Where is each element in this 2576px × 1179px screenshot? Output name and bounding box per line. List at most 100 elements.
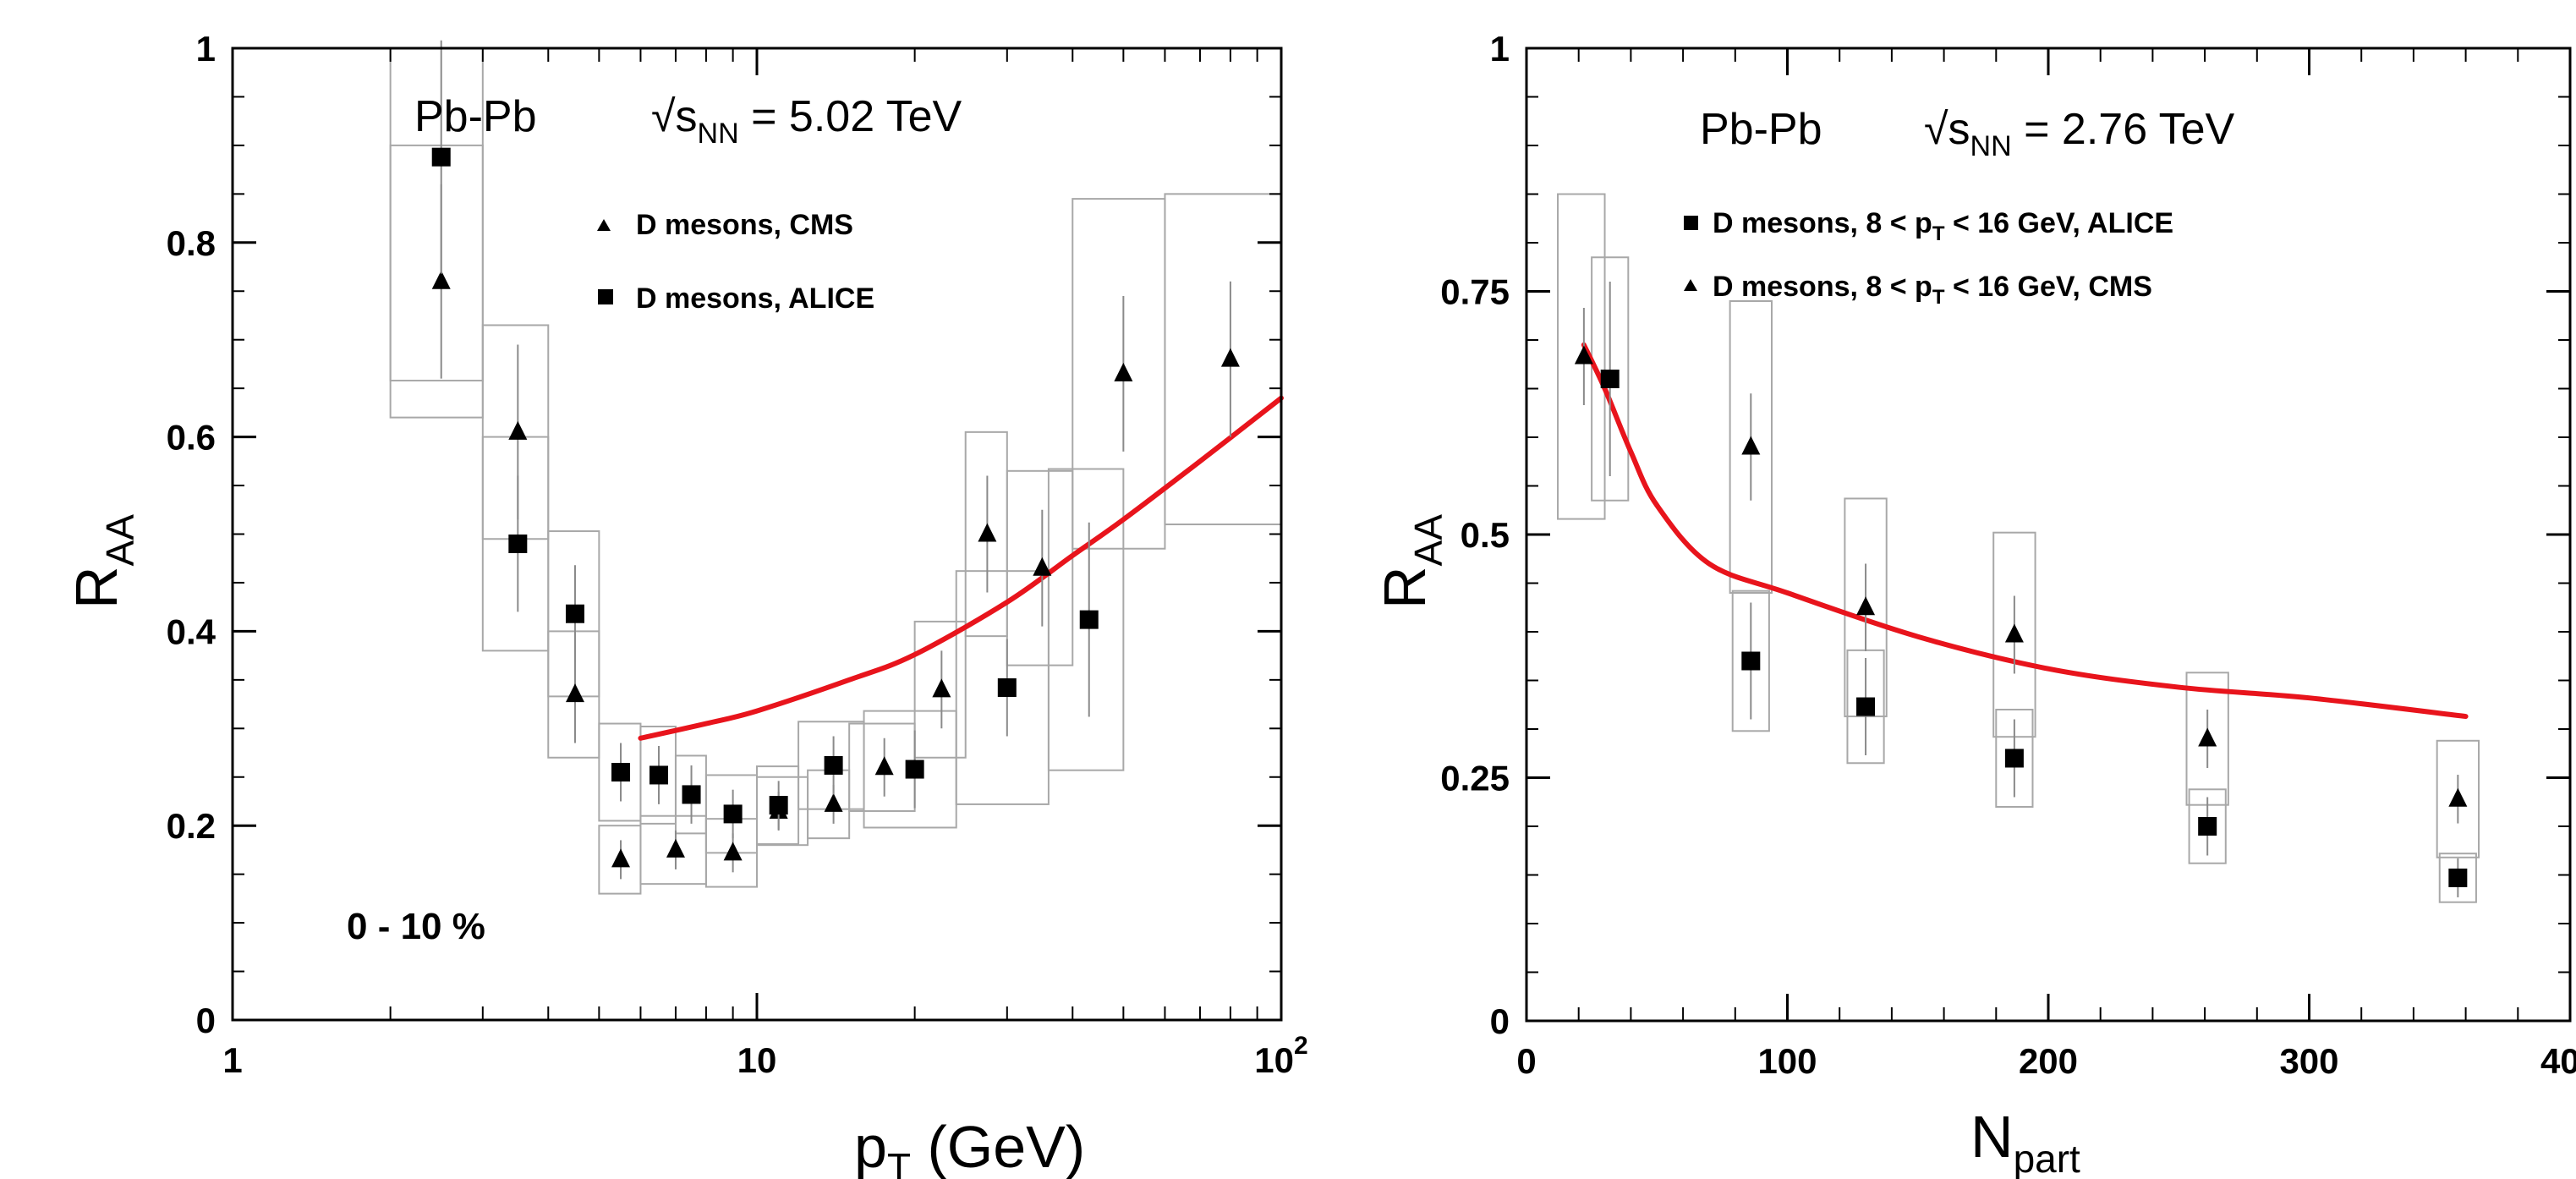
y-tick-label-right: 0.75 — [1440, 272, 1510, 312]
x-tick-label-base: 10 — [1254, 1040, 1294, 1080]
triangle-marker-cms-right — [2448, 787, 2468, 807]
x-tick-label-right: 200 — [2019, 1041, 2078, 1081]
y-tick-label-left: 0.4 — [167, 611, 216, 651]
square-marker-alice-right — [2198, 817, 2217, 836]
ticks-right: 0 0.25 0.5 0.75 1 0 100 200 300 400 — [1440, 29, 2576, 1081]
header-energy-left: √sNN = 5.02 TeV — [651, 92, 962, 150]
y-tick-label-right: 0 — [1490, 1001, 1510, 1041]
y-tick-label-right: 0.25 — [1440, 759, 1510, 798]
square-marker-alice-left — [905, 759, 924, 779]
plot-frame-right — [1525, 47, 2572, 1023]
right-panel: 0 0.25 0.5 0.75 1 0 100 200 300 400 Pb-Pb √sNN = … — [1372, 29, 2576, 1179]
sys-box-alice-right — [1591, 256, 1630, 502]
square-marker-alice-left — [824, 755, 843, 775]
x-tick-label-left: 10 — [737, 1040, 777, 1080]
x-tick-label-base: 400 — [2540, 1041, 2576, 1081]
square-marker-alice-right — [1600, 370, 1620, 388]
sys-box-alice-right — [1995, 709, 2034, 808]
square-marker-alice-right — [2004, 749, 2024, 768]
x-tick-label-right: 400 — [2540, 1041, 2576, 1081]
triangle-marker-cms-left — [431, 270, 451, 289]
square-marker-alice-left — [997, 678, 1017, 698]
square-marker-alice-right — [1856, 697, 1876, 716]
legend-left: D mesons, CMS D mesons, ALICE — [597, 209, 874, 315]
x-axis-title-right: Npart — [1970, 1104, 2080, 1179]
triangle-marker-cms-left — [508, 420, 528, 440]
x-tick-label-base: 0 — [1516, 1041, 1536, 1081]
centrality-annotation: 0 - 10 % — [347, 906, 485, 947]
triangle-marker-cms-left — [565, 683, 584, 703]
x-tick-label-base: 200 — [2019, 1041, 2078, 1081]
y-tick-label-left: 0.8 — [167, 223, 216, 263]
triangle-marker-cms-left — [874, 756, 894, 776]
legend-label-cms-left: D mesons, CMS — [636, 209, 853, 241]
sys-box-cms-right — [1557, 193, 1606, 520]
square-marker-alice-left — [1079, 610, 1099, 629]
data-points-right — [1574, 282, 2468, 897]
triangle-marker-cms-left — [932, 678, 951, 698]
ticks-left: 00.20.40.60.811 10 102 — [167, 29, 1308, 1080]
sys-box-alice-right — [1731, 590, 1770, 732]
model-curve-left — [638, 395, 1284, 741]
square-marker-alice-left — [723, 804, 743, 824]
square-marker-alice-left — [565, 604, 584, 623]
triangle-marker-cms-left — [723, 842, 743, 861]
square-marker-alice-left — [611, 763, 631, 782]
legend-label-cms-right: D mesons, 8 < pT < 16 GeV, CMS — [1713, 271, 2152, 309]
plot-frame-left — [231, 47, 1283, 1022]
triangle-marker-cms-left — [978, 523, 997, 542]
legend-right: D mesons, 8 < pT < 16 GeV, ALICE D meson… — [1684, 207, 2173, 309]
y-tick-label-right: 0.5 — [1461, 515, 1510, 555]
left-panel: 00.20.40.60.811 10 102 Pb-Pb √sNN = 5.02 T… — [63, 29, 1308, 1179]
legend-marker-alice-right — [1684, 216, 1698, 230]
triangle-marker-cms-right — [1574, 345, 1593, 365]
x-axis-title-left: pT (GeV) — [854, 1114, 1085, 1179]
sys-box-cms-left — [913, 620, 967, 759]
data-points-left — [431, 40, 1240, 880]
x-tick-label-right: 100 — [1757, 1041, 1817, 1081]
y-tick-label-left: 0.6 — [167, 418, 216, 458]
x-tick-label-left: 1 — [222, 1040, 242, 1080]
square-marker-alice-left — [431, 147, 451, 167]
legend-label-alice-left: D mesons, ALICE — [636, 282, 874, 315]
triangle-marker-cms-left — [824, 792, 843, 812]
model-curve-line-right — [1581, 342, 2469, 720]
square-marker-alice-left — [682, 785, 701, 804]
header-energy-right: √sNN = 2.76 TeV — [1924, 105, 2235, 162]
x-tick-label-right: 300 — [2279, 1041, 2338, 1081]
sys-box-cms-right — [1729, 300, 1773, 594]
y-tick-label-left: 0 — [196, 1001, 216, 1040]
square-marker-alice-left — [508, 534, 528, 553]
sys-box-alice-left — [1047, 468, 1125, 771]
x-tick-label-right: 0 — [1516, 1041, 1536, 1081]
triangle-marker-cms-left — [666, 838, 685, 858]
triangle-marker-cms-left — [1114, 362, 1133, 381]
sys-box-cms-right — [2436, 739, 2480, 858]
x-tick-label-exp: 2 — [1294, 1032, 1308, 1060]
model-curve-line-left — [638, 395, 1284, 741]
square-marker-alice-right — [1741, 651, 1761, 671]
y-axis-title-right: RAA — [1372, 514, 1450, 609]
square-marker-alice-left — [649, 765, 669, 785]
triangle-marker-cms-right — [2198, 727, 2217, 747]
triangle-marker-cms-left — [611, 848, 631, 868]
triangle-marker-cms-left — [1220, 348, 1240, 367]
legend-marker-cms-left — [597, 219, 611, 231]
legend-marker-cms-right — [1684, 279, 1697, 291]
triangle-marker-cms-right — [1741, 436, 1761, 455]
x-tick-label-base: 10 — [737, 1040, 777, 1080]
legend-label-alice-right: D mesons, 8 < pT < 16 GeV, ALICE — [1713, 207, 2173, 245]
sys-box-cms-left — [1006, 469, 1074, 666]
x-tick-label-left: 102 — [1254, 1032, 1307, 1080]
square-marker-alice-right — [2448, 868, 2468, 887]
x-tick-label-base: 300 — [2279, 1041, 2338, 1081]
y-axis-title-left: RAA — [63, 514, 142, 609]
x-tick-label-base: 100 — [1757, 1041, 1817, 1081]
header-system-right: Pb-Pb — [1700, 105, 1822, 154]
triangle-marker-cms-right — [1856, 596, 1876, 616]
legend-marker-alice-left — [598, 289, 613, 304]
sys-box-alice-right — [2188, 788, 2227, 864]
model-curve-right — [1581, 342, 2469, 720]
triangle-marker-cms-right — [2004, 623, 2024, 643]
